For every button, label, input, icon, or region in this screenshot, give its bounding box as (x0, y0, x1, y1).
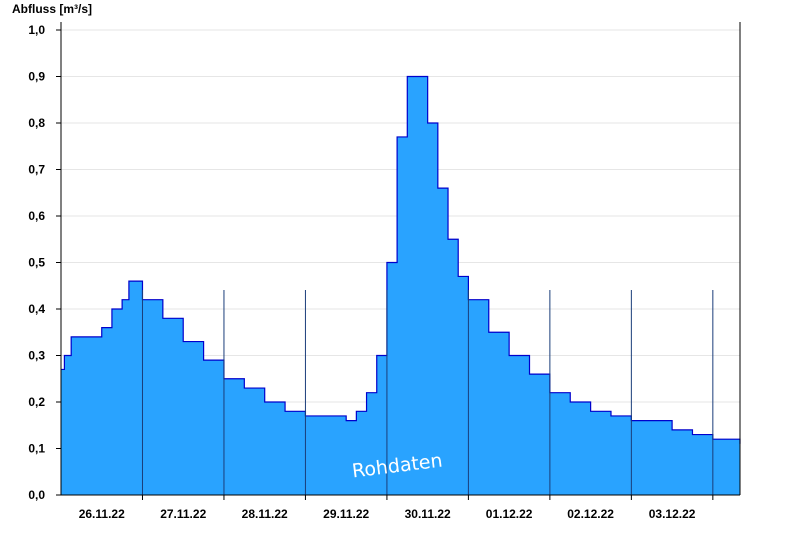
area-fill (61, 76, 740, 495)
x-tick-label: 02.12.22 (567, 507, 614, 521)
y-tick-label: 0,3 (28, 349, 45, 363)
x-tick-label: 28.11.22 (242, 507, 288, 521)
x-tick-label: 01.12.22 (486, 507, 533, 521)
y-tick-label: 0,5 (28, 256, 45, 270)
y-tick-label: 0,4 (28, 302, 45, 316)
x-tick-label: 27.11.22 (160, 507, 206, 521)
y-tick-label: 0,0 (28, 488, 45, 502)
plot-layer: 0,0 0,1 0,2 0,3 0,4 0,5 0,6 0,7 0,8 0,9 1,0 26.11.2… (28, 22, 741, 521)
x-tick-label: 03.12.22 (649, 507, 696, 521)
y-tick-label: 0,7 (28, 163, 45, 177)
x-tick-label: 29.11.22 (323, 507, 369, 521)
y-tick-label: 0,8 (28, 116, 45, 130)
y-tick-label: 0,1 (28, 442, 45, 456)
x-tick-label: 30.11.22 (405, 507, 451, 521)
x-tick-label: 26.11.22 (79, 507, 125, 521)
y-tick-label: 0,2 (28, 395, 45, 409)
y-tick-label: 1,0 (28, 23, 45, 37)
y-axis-label: Abfluss [m³/s] (12, 2, 92, 16)
y-tick-label: 0,6 (28, 209, 45, 223)
y-tick-label: 0,9 (28, 70, 45, 84)
